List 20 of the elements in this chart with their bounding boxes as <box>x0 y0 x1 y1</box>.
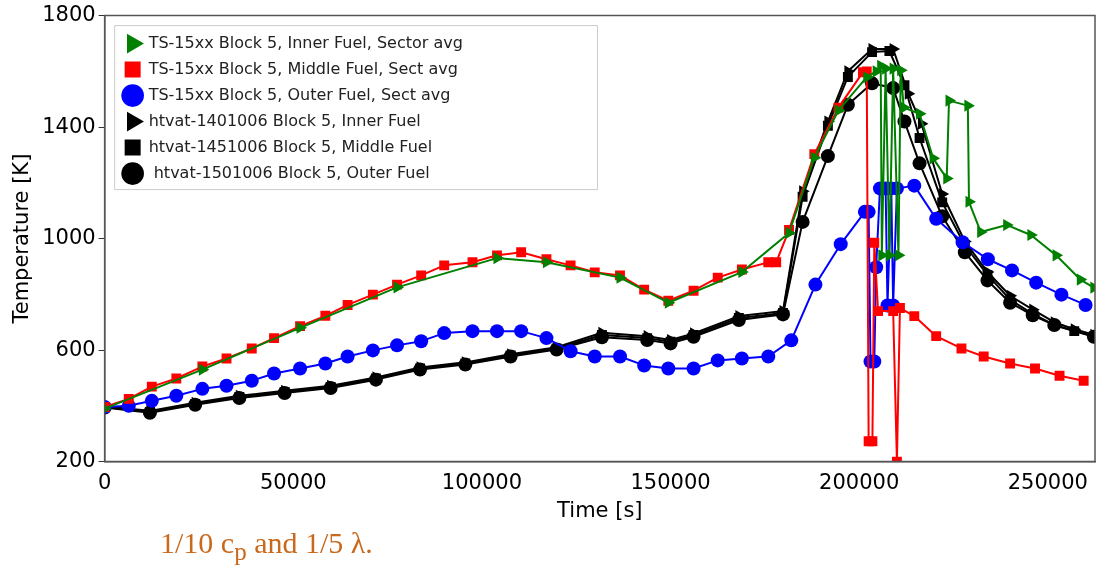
x-tick-label: 150000 <box>630 469 711 494</box>
x-tick-label: 100000 <box>441 469 523 494</box>
x-tick-label: 200000 <box>819 469 900 494</box>
x-tick-label: 250000 <box>1007 469 1088 494</box>
legend-label: htvat-1451006 Block 5, Middle Fuel <box>148 136 433 156</box>
legend-label: htvat-1501006 Block 5, Outer Fuel <box>148 162 430 182</box>
legend-label: htvat-1401006 Block 5, Inner Fuel <box>148 110 421 130</box>
y-tick-label: 1800 <box>42 2 96 27</box>
text: 1/10 c$_{p}$ and 1/5 λ. <box>160 526 373 566</box>
y-tick-label: 200 <box>55 448 96 473</box>
x-tick-label: 50000 <box>259 469 327 494</box>
legend-label: TS-15xx Block 5, Outer Fuel, Sect avg <box>147 84 451 104</box>
legend-label: TS-15xx Block 5, Inner Fuel, Sector avg <box>147 32 463 52</box>
x-tick-label: 0 <box>97 469 112 494</box>
y-tick-label: 600 <box>55 336 96 361</box>
y-tick-label: 1400 <box>42 113 96 138</box>
x-axis-title: Time [s] <box>556 497 643 522</box>
y-axis-title: Temperature [K] <box>9 153 34 325</box>
legend-label: TS-15xx Block 5, Middle Fuel, Sect avg <box>147 58 458 78</box>
y-tick-label: 1000 <box>42 225 96 250</box>
